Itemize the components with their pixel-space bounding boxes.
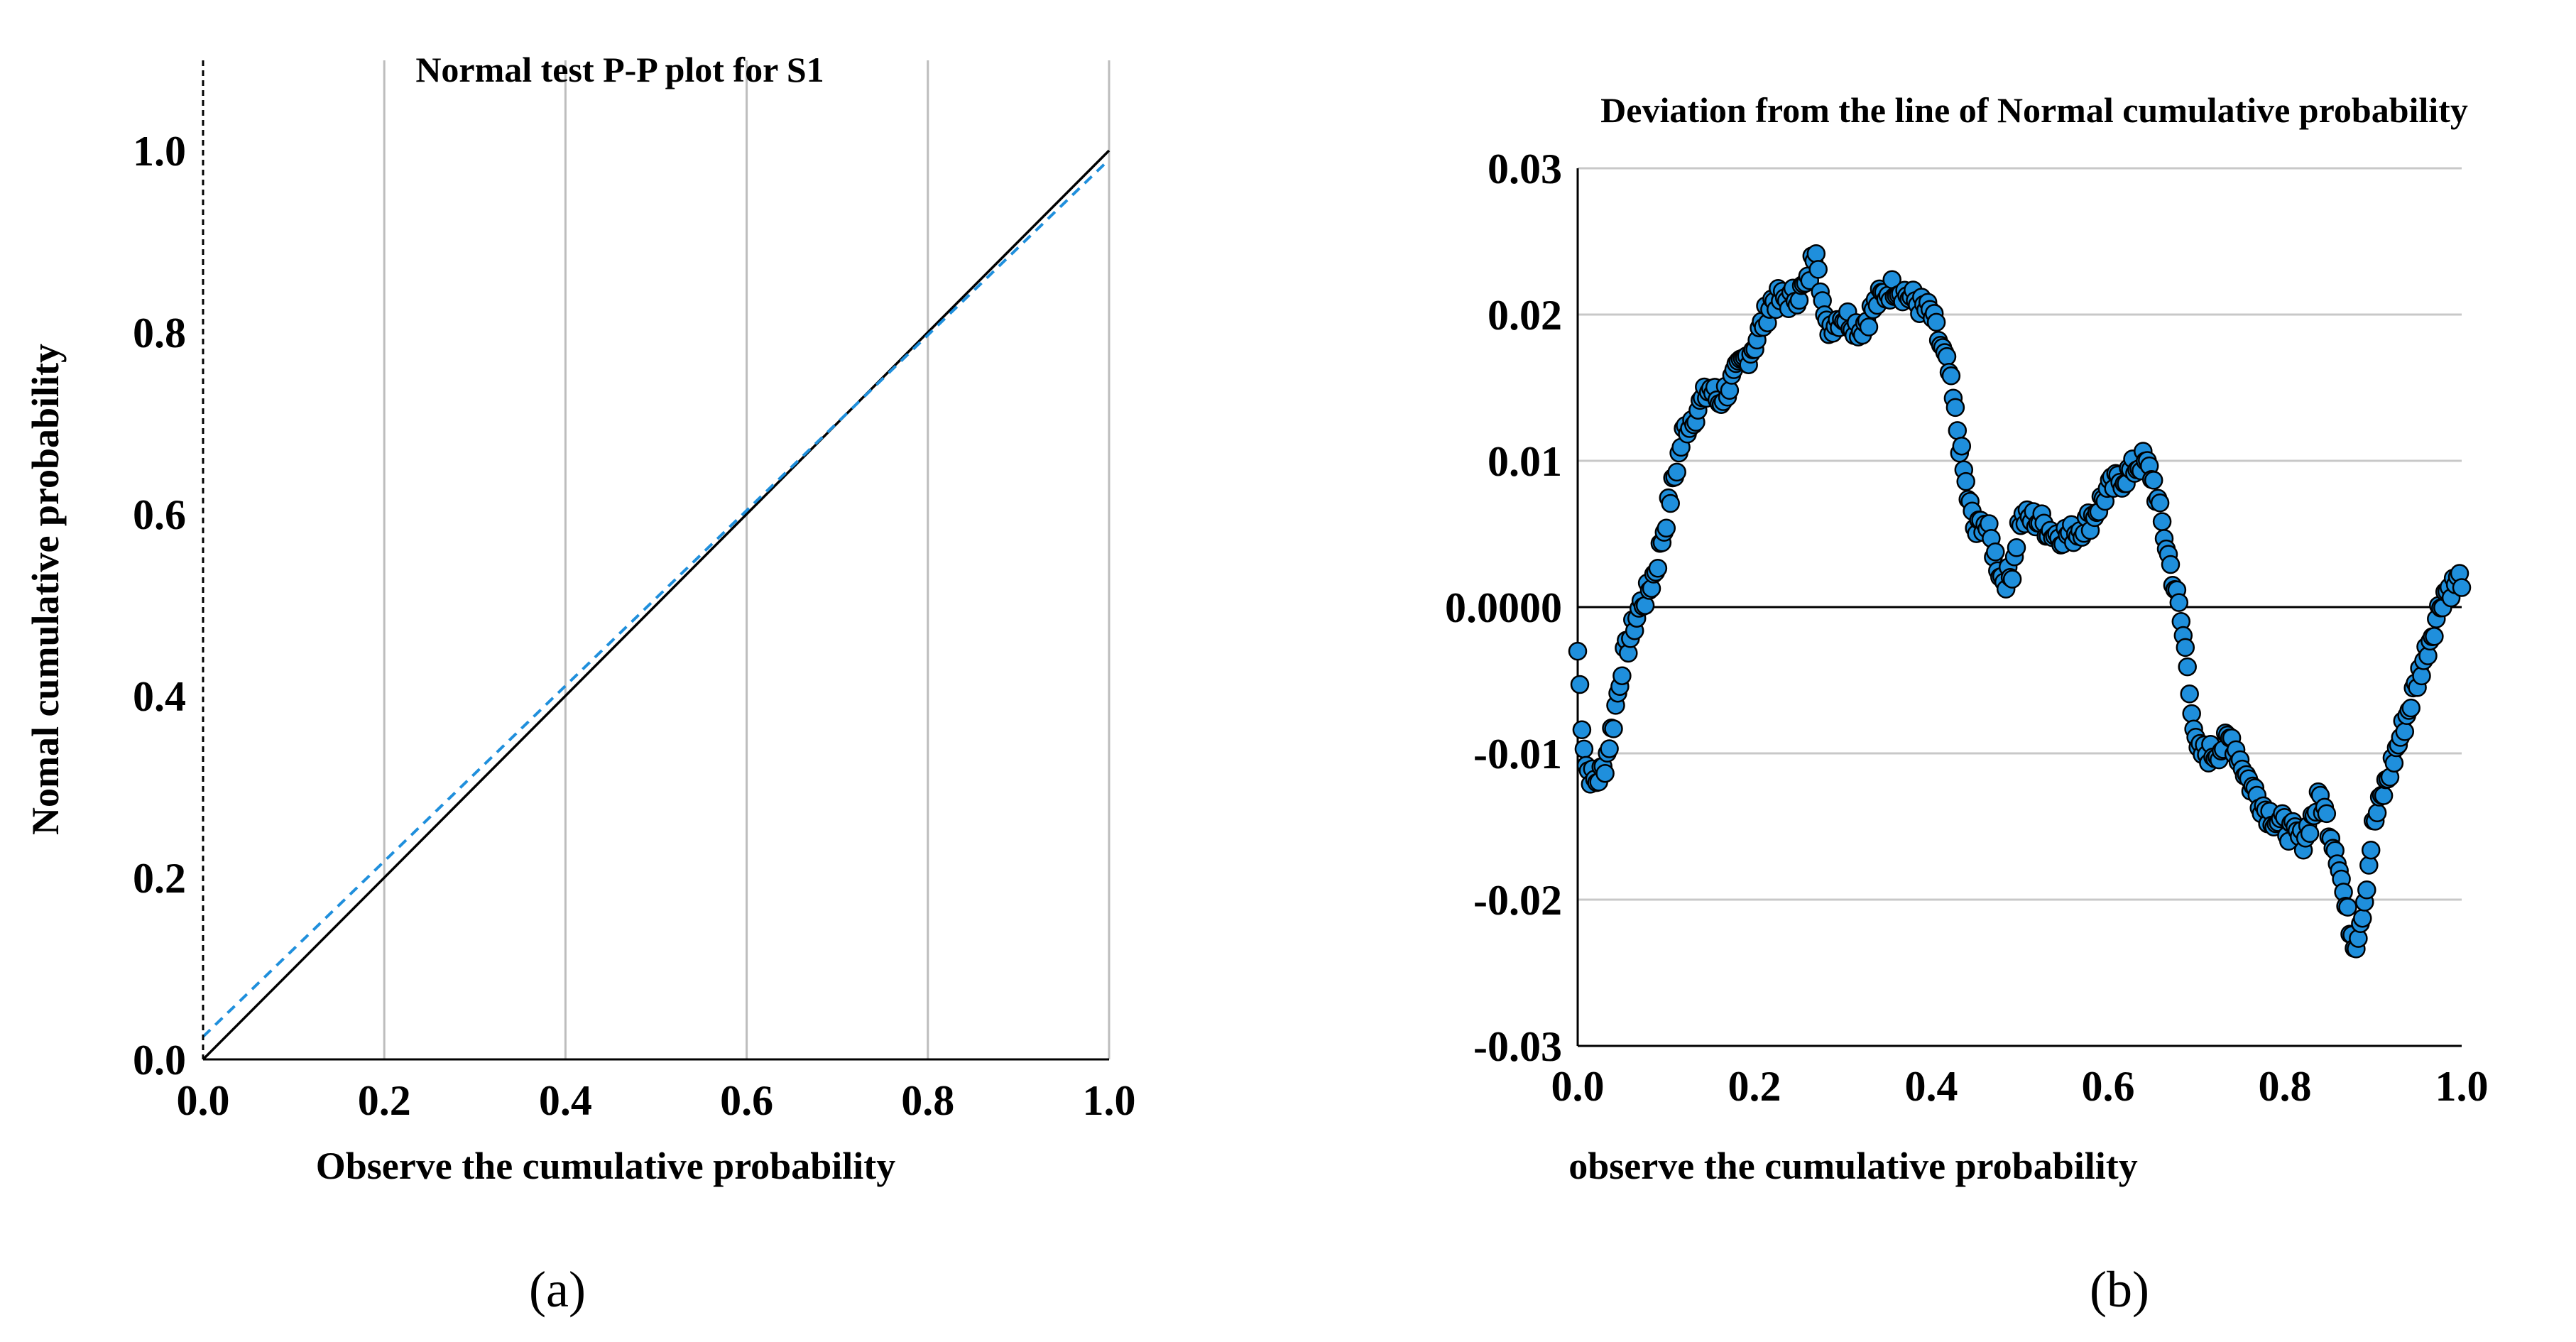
chart-b-point	[1926, 312, 1946, 332]
chart-b-point	[2317, 804, 2337, 824]
chart-b-x-tick-label: 0.6	[2082, 1063, 2135, 1110]
chart-a-x-axis-label: Observe the cumulative probability	[316, 1145, 896, 1187]
chart-b-point	[2353, 908, 2372, 928]
chart-a-gridlines	[383, 60, 1110, 1059]
chart-b-point	[2178, 657, 2197, 677]
chart-b-point	[1667, 462, 1686, 482]
chart-b-gridlines	[1578, 167, 2462, 901]
chart-a-x-tick-label: 0.0	[177, 1077, 230, 1124]
chart-a-reference-line	[202, 149, 1110, 1061]
chart-b-point	[1808, 260, 1828, 279]
chart-b-point	[2338, 898, 2357, 917]
chart-b-point	[1941, 366, 1961, 386]
chart-b-y-tick-label: 0.02	[1488, 292, 1562, 339]
chart-b-point	[2007, 538, 2026, 557]
chart-b-y-tick-label: -0.01	[1473, 731, 1562, 778]
chart-b-point	[1986, 542, 2005, 562]
chart-b-point	[1572, 720, 1592, 740]
chart-b-y-tick-label: 0.03	[1488, 146, 1562, 192]
chart-b-point	[2176, 638, 2195, 658]
chart-b-x-tick-label: 0.4	[1905, 1063, 1958, 1110]
chart-b-point	[2357, 880, 2376, 900]
chart-b-point	[1661, 493, 1680, 513]
chart-b-point	[1570, 675, 1590, 694]
chart-b-point	[2395, 722, 2415, 741]
chart-a-title: Normal test P-P plot for S1	[415, 50, 824, 89]
chart-a-x-tick-label: 0.8	[901, 1077, 954, 1124]
chart-a-panel-label: (a)	[529, 1261, 586, 1318]
chart-b-point	[2384, 753, 2404, 773]
chart-a-series	[202, 149, 1110, 1061]
chart-b-point	[2152, 512, 2172, 531]
chart-b-point	[1952, 436, 1972, 456]
chart-b-title: Deviation from the line of Normal cumula…	[1600, 90, 2468, 130]
chart-b-point	[1612, 666, 1632, 685]
chart-b-x-ticks: 0.0 0.2 0.4 0.6 0.8 1.0	[1551, 1063, 2489, 1110]
chart-b-point	[1604, 719, 1623, 738]
chart-b-x-tick-label: 0.0	[1551, 1063, 1605, 1110]
chart-b-y-tick-label: 0.01	[1488, 438, 1562, 485]
chart-b-y-tick-label: -0.02	[1473, 877, 1562, 924]
chart-b-point	[1657, 518, 1676, 538]
chart-b-point	[1859, 317, 1879, 337]
chart-b-point	[2180, 684, 2199, 704]
chart-a-x-tick-label: 1.0	[1083, 1077, 1136, 1124]
chart-a-axes	[202, 60, 1109, 1061]
chart-b-point	[1948, 421, 1968, 440]
chart-b-point	[1574, 739, 1594, 759]
chart-b-point	[1945, 398, 1965, 418]
chart-b-point	[2300, 824, 2320, 844]
chart-a-y-tick-label: 0.2	[133, 855, 186, 902]
chart-b-point	[2452, 578, 2472, 597]
chart-b-y-tick-label: 0.0000	[1445, 584, 1562, 631]
chart-a-y-ticks: 0.0 0.2 0.4 0.6 0.8 1.0	[133, 128, 186, 1084]
chart-b: 0.0 0.2 0.4 0.6 0.8 1.0 0.03 0.02 0.01 0.0000 -0.…	[1445, 90, 2489, 1318]
chart-a-y-tick-label: 0.6	[133, 491, 186, 538]
chart-a-y-tick-label: 0.0	[133, 1037, 186, 1084]
chart-b-point	[1806, 244, 1826, 263]
chart-b-point	[2182, 704, 2201, 724]
chart-b-point	[1937, 347, 1957, 366]
chart-b-point	[2361, 840, 2381, 860]
chart-b-x-axis-label: observe the cumulative probability	[1568, 1145, 2137, 1187]
chart-b-point	[1595, 763, 1615, 783]
chart-a: 0.0 0.2 0.4 0.6 0.8 1.0 0.0 0.2 0.4 0.6 0.8 1.0 No…	[24, 50, 1136, 1318]
chart-a-x-ticks: 0.0 0.2 0.4 0.6 0.8 1.0	[177, 1077, 1136, 1124]
chart-b-point	[1600, 739, 1619, 758]
chart-b-y-tick-label: -0.03	[1473, 1023, 1562, 1070]
chart-a-x-tick-label: 0.4	[539, 1077, 592, 1124]
chart-a-x-tick-label: 0.6	[720, 1077, 773, 1124]
chart-b-point	[1956, 471, 1975, 491]
chart-b-points	[1568, 244, 2472, 959]
chart-a-y-axis-label: Nomal cumulative probability	[24, 344, 67, 835]
chart-b-panel-label: (b)	[2090, 1261, 2149, 1318]
chart-b-point	[1648, 559, 1668, 578]
chart-b-point	[2144, 471, 2163, 490]
chart-a-y-tick-label: 0.8	[133, 310, 186, 356]
chart-b-x-tick-label: 0.8	[2259, 1063, 2312, 1110]
chart-b-point	[1568, 641, 1588, 661]
chart-b-x-tick-label: 0.2	[1728, 1063, 1781, 1110]
chart-b-y-ticks: 0.03 0.02 0.01 0.0000 -0.01 -0.02 -0.03	[1445, 146, 1562, 1070]
chart-b-point	[2374, 786, 2394, 805]
chart-b-point	[2150, 493, 2170, 513]
chart-b-point	[2412, 666, 2431, 686]
chart-b-point	[2401, 698, 2421, 718]
chart-b-point	[2161, 555, 2181, 574]
chart-b-axes	[1576, 168, 2462, 1047]
chart-b-point	[2425, 627, 2444, 646]
chart-a-y-tick-label: 0.4	[133, 673, 186, 720]
chart-a-x-tick-label: 0.2	[358, 1077, 411, 1124]
chart-a-y-tick-label: 1.0	[133, 128, 186, 175]
chart-b-point	[2169, 593, 2189, 612]
chart-b-point	[2002, 569, 2022, 589]
chart-b-point	[2367, 803, 2387, 823]
chart-b-x-tick-label: 1.0	[2435, 1063, 2489, 1110]
chart-a-dashed-line	[202, 158, 1110, 1038]
